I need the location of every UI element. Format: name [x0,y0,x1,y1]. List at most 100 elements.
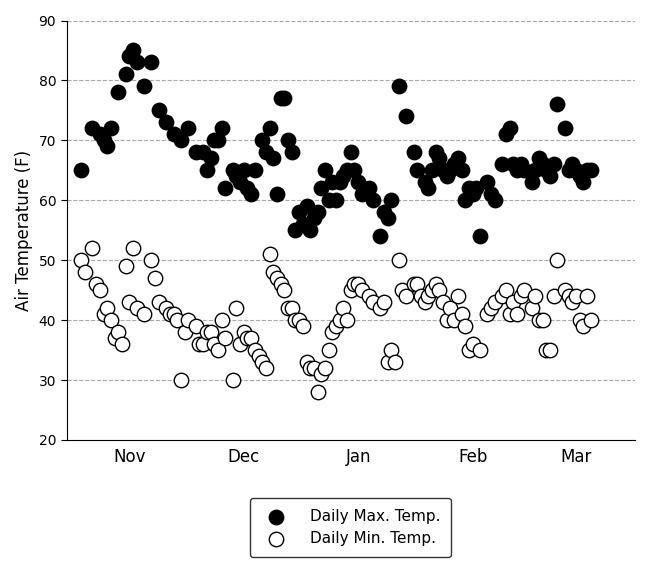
Daily Max. Temp. [124,52,135,61]
Daily Min. Temp. [309,364,319,373]
Daily Max. Temp. [500,130,511,139]
Daily Max. Temp. [87,124,98,133]
Daily Min. Temp. [235,340,245,349]
Daily Max. Temp. [128,46,138,55]
Daily Min. Temp. [120,262,131,271]
Daily Max. Temp. [497,160,508,169]
Daily Min. Temp. [342,316,352,325]
Daily Max. Temp. [575,172,585,181]
Legend: Daily Max. Temp., Daily Min. Temp.: Daily Max. Temp., Daily Min. Temp. [250,498,451,557]
Daily Min. Temp. [164,310,175,319]
Daily Max. Temp. [305,226,315,235]
Daily Max. Temp. [265,124,275,133]
Daily Min. Temp. [76,255,86,265]
Daily Min. Temp. [150,274,161,283]
Daily Max. Temp. [146,58,157,67]
Daily Min. Temp. [346,285,356,294]
Daily Max. Temp. [489,196,500,205]
Daily Min. Temp. [220,333,231,342]
Daily Max. Temp. [545,172,555,181]
Daily Max. Temp. [508,160,519,169]
Daily Min. Temp. [95,285,105,294]
Daily Min. Temp. [519,285,530,294]
Daily Max. Temp. [564,166,574,175]
Daily Min. Temp. [294,316,304,325]
Daily Max. Temp. [515,160,526,169]
Daily Min. Temp. [586,316,596,325]
Daily Max. Temp. [309,214,319,223]
Daily Max. Temp. [379,208,389,217]
Daily Min. Temp. [390,358,400,367]
Daily Min. Temp. [379,298,389,307]
Daily Max. Temp. [324,196,334,205]
Daily Max. Temp. [291,226,301,235]
Daily Max. Temp. [456,166,467,175]
Daily Min. Temp. [338,303,348,312]
Daily Min. Temp. [456,310,467,319]
Daily Min. Temp. [386,346,396,355]
Daily Min. Temp. [438,298,448,307]
Daily Max. Temp. [504,124,515,133]
Daily Min. Temp. [397,285,408,294]
Daily Min. Temp. [302,358,312,367]
Daily Max. Temp. [394,82,404,91]
Daily Max. Temp. [190,148,201,157]
Daily Min. Temp. [541,346,552,355]
Daily Max. Temp. [216,124,227,133]
Daily Min. Temp. [327,328,337,337]
Daily Min. Temp. [205,328,216,337]
Daily Max. Temp. [538,160,548,169]
Daily Max. Temp. [95,130,105,139]
Daily Min. Temp. [305,364,315,373]
Daily Min. Temp. [427,285,437,294]
Daily Max. Temp. [198,148,209,157]
Y-axis label: Air Temperature (F): Air Temperature (F) [15,149,33,311]
Daily Max. Temp. [209,136,220,145]
Daily Max. Temp. [386,196,396,205]
Daily Min. Temp. [272,274,282,283]
Daily Min. Temp. [176,376,186,385]
Daily Min. Temp. [124,298,135,307]
Daily Min. Temp. [416,292,426,301]
Daily Max. Temp. [346,148,356,157]
Daily Max. Temp. [582,166,592,175]
Daily Max. Temp. [512,166,522,175]
Daily Max. Temp. [441,172,452,181]
Daily Min. Temp. [486,303,496,312]
Daily Max. Temp. [486,190,496,199]
Daily Max. Temp. [276,94,286,103]
Daily Min. Temp. [394,255,404,265]
Daily Max. Temp. [382,214,393,223]
Daily Min. Temp. [98,310,109,319]
Daily Min. Temp. [412,280,423,289]
Daily Min. Temp. [153,298,164,307]
Daily Max. Temp. [139,82,150,91]
Daily Min. Temp. [291,316,301,325]
Daily Min. Temp. [545,346,555,355]
Daily Min. Temp. [401,292,411,301]
Daily Max. Temp. [342,166,352,175]
Daily Min. Temp. [298,321,308,331]
Daily Min. Temp. [113,328,124,337]
Daily Min. Temp. [102,303,112,312]
Daily Max. Temp. [153,106,164,115]
Daily Max. Temp. [331,196,341,205]
Daily Max. Temp. [586,166,596,175]
Daily Min. Temp. [80,268,90,277]
Daily Min. Temp. [357,285,367,294]
Daily Min. Temp. [279,285,289,294]
Daily Min. Temp. [183,316,194,325]
Daily Min. Temp. [209,340,220,349]
Daily Min. Temp. [202,328,212,337]
Daily Max. Temp. [560,124,570,133]
Daily Min. Temp. [515,292,526,301]
Daily Max. Temp. [76,166,86,175]
Daily Max. Temp. [474,232,485,241]
Daily Min. Temp. [571,292,581,301]
Daily Min. Temp. [449,316,460,325]
Daily Min. Temp. [198,340,209,349]
Daily Max. Temp. [231,172,242,181]
Daily Min. Temp. [231,303,242,312]
Daily Min. Temp. [549,292,559,301]
Daily Min. Temp. [128,244,138,253]
